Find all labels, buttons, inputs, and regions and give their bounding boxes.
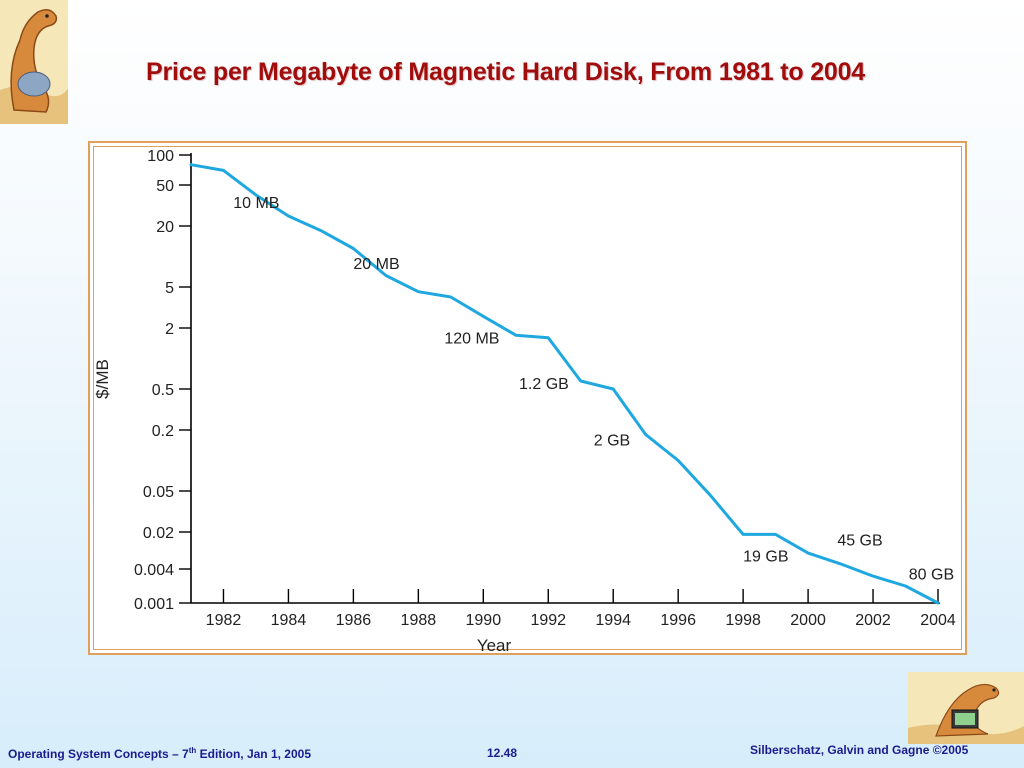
- x-tick-label: 2004: [920, 612, 956, 629]
- y-tick-label: 0.001: [134, 596, 174, 613]
- y-tick-label: 0.004: [134, 562, 174, 579]
- slide-title: Price per Megabyte of Magnetic Hard Disk…: [146, 58, 866, 86]
- chart-frame: 100 50 20 5 2 0.5 0.2 0.05 0.02 0.004 0.001 1982 198…: [88, 141, 967, 655]
- x-tick-label: 1998: [725, 612, 761, 629]
- capacity-annotation: 10 MB: [233, 195, 279, 212]
- footer-copyright: Silberschatz, Galvin and Gagne ©2005: [750, 743, 969, 757]
- y-tick-label: 0.2: [152, 423, 174, 440]
- x-tick-label: 1990: [466, 612, 502, 629]
- x-tick-label: 1988: [401, 612, 437, 629]
- x-axis-label: Year: [477, 636, 512, 653]
- x-tick-label: 1992: [530, 612, 566, 629]
- hard-disk-price-chart: 100 50 20 5 2 0.5 0.2 0.05 0.02 0.004 0.001 1982 198…: [93, 148, 956, 653]
- x-tick-label: 1982: [206, 612, 242, 629]
- footer-slide-number: 12.48: [487, 746, 518, 760]
- y-tick-label: 50: [156, 178, 174, 195]
- footer-course-title: Operating System Concepts – 7th Edition,…: [8, 746, 312, 761]
- x-tick-label: 1994: [595, 612, 631, 629]
- dinosaur-logo-icon: [0, 0, 68, 124]
- capacity-annotation: 45 GB: [837, 533, 882, 550]
- x-tick-label: 2000: [790, 612, 826, 629]
- capacity-annotation: 80 GB: [909, 567, 954, 584]
- capacity-annotation: 1.2 GB: [519, 376, 569, 393]
- y-tick-label: 0.5: [152, 382, 174, 399]
- x-tick-label: 2002: [855, 612, 891, 629]
- capacity-annotation: 19 GB: [743, 548, 788, 565]
- price-series-line: [189, 163, 940, 605]
- y-tick-label: 100: [147, 148, 174, 165]
- y-tick-label: 5: [165, 280, 174, 297]
- capacity-annotation: 2 GB: [594, 433, 630, 450]
- y-tick-label: 0.05: [143, 484, 174, 501]
- y-tick-label: 20: [156, 219, 174, 236]
- y-tick-label: 2: [165, 321, 174, 338]
- y-tick-label: 0.02: [143, 525, 174, 542]
- y-axis-label: $/MB: [93, 359, 112, 399]
- x-tick-label: 1986: [336, 612, 372, 629]
- x-tick-label: 1996: [660, 612, 696, 629]
- x-tick-label: 1984: [271, 612, 307, 629]
- capacity-annotation: 120 MB: [444, 331, 499, 348]
- dinosaur-laptop-icon: [908, 672, 1024, 744]
- capacity-annotation: 20 MB: [353, 256, 399, 273]
